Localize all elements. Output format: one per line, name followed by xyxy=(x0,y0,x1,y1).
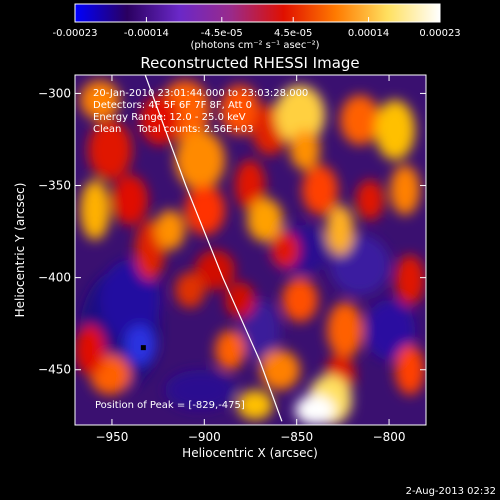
colorbar-tick-label: -0.00014 xyxy=(124,28,169,39)
colorbar-tick-label: 4.5e-05 xyxy=(274,28,312,39)
colorbar-units: (photons cm⁻² s⁻¹ asec⁻²) xyxy=(190,40,319,51)
colorbar xyxy=(74,3,441,23)
colorbar-tick-label: 0.00014 xyxy=(348,28,389,39)
peak-position-label: Position of Peak = [-829,-475] xyxy=(95,400,245,411)
limb-curve xyxy=(144,75,283,422)
colorbar-ticks: -0.00023 -0.00014 -4.5e-05 4.5e-05 0.00014 0.… xyxy=(53,17,461,39)
y-tick-label: −350 xyxy=(38,179,71,193)
footer-date: 2-Aug-2013 02:32 xyxy=(406,486,496,497)
colorbar-tick-label: 0.00023 xyxy=(419,28,460,39)
peak-marker xyxy=(140,345,146,351)
x-tick-label: −850 xyxy=(280,430,313,444)
x-tick-label: −950 xyxy=(95,430,128,444)
annotation-energy: Energy Range: 12.0 - 25.0 keV xyxy=(93,112,246,123)
x-axis-label: Heliocentric X (arcsec) xyxy=(182,446,318,460)
x-tick-label: −800 xyxy=(373,430,406,444)
heatmap-image xyxy=(75,80,425,425)
y-tick-label: −400 xyxy=(38,271,71,285)
annotation-clean: Clean Total counts: 2.56E+03 xyxy=(93,124,253,135)
y-tick-label: −300 xyxy=(38,86,71,100)
y-axis-ticks: −300 −350 −400 −450 xyxy=(38,86,426,377)
plot-frame xyxy=(74,74,427,426)
x-tick-label: −900 xyxy=(188,430,221,444)
y-tick-label: −450 xyxy=(38,363,71,377)
y-axis-label: Heliocentric Y (arcsec) xyxy=(13,183,27,318)
annotation-detectors: Detectors: 4F 5F 6F 7F 8F, Att 0 xyxy=(93,100,252,111)
x-axis-ticks: −950 −900 −850 −800 xyxy=(95,75,406,444)
chart-title: Reconstructed RHESSI Image xyxy=(140,54,359,72)
colorbar-tick-label: -0.00023 xyxy=(53,28,98,39)
colorbar-tick-label: -4.5e-05 xyxy=(201,28,243,39)
annotation-time: 20-Jan-2010 23:01:44.000 to 23:03:28.000 xyxy=(93,88,308,99)
